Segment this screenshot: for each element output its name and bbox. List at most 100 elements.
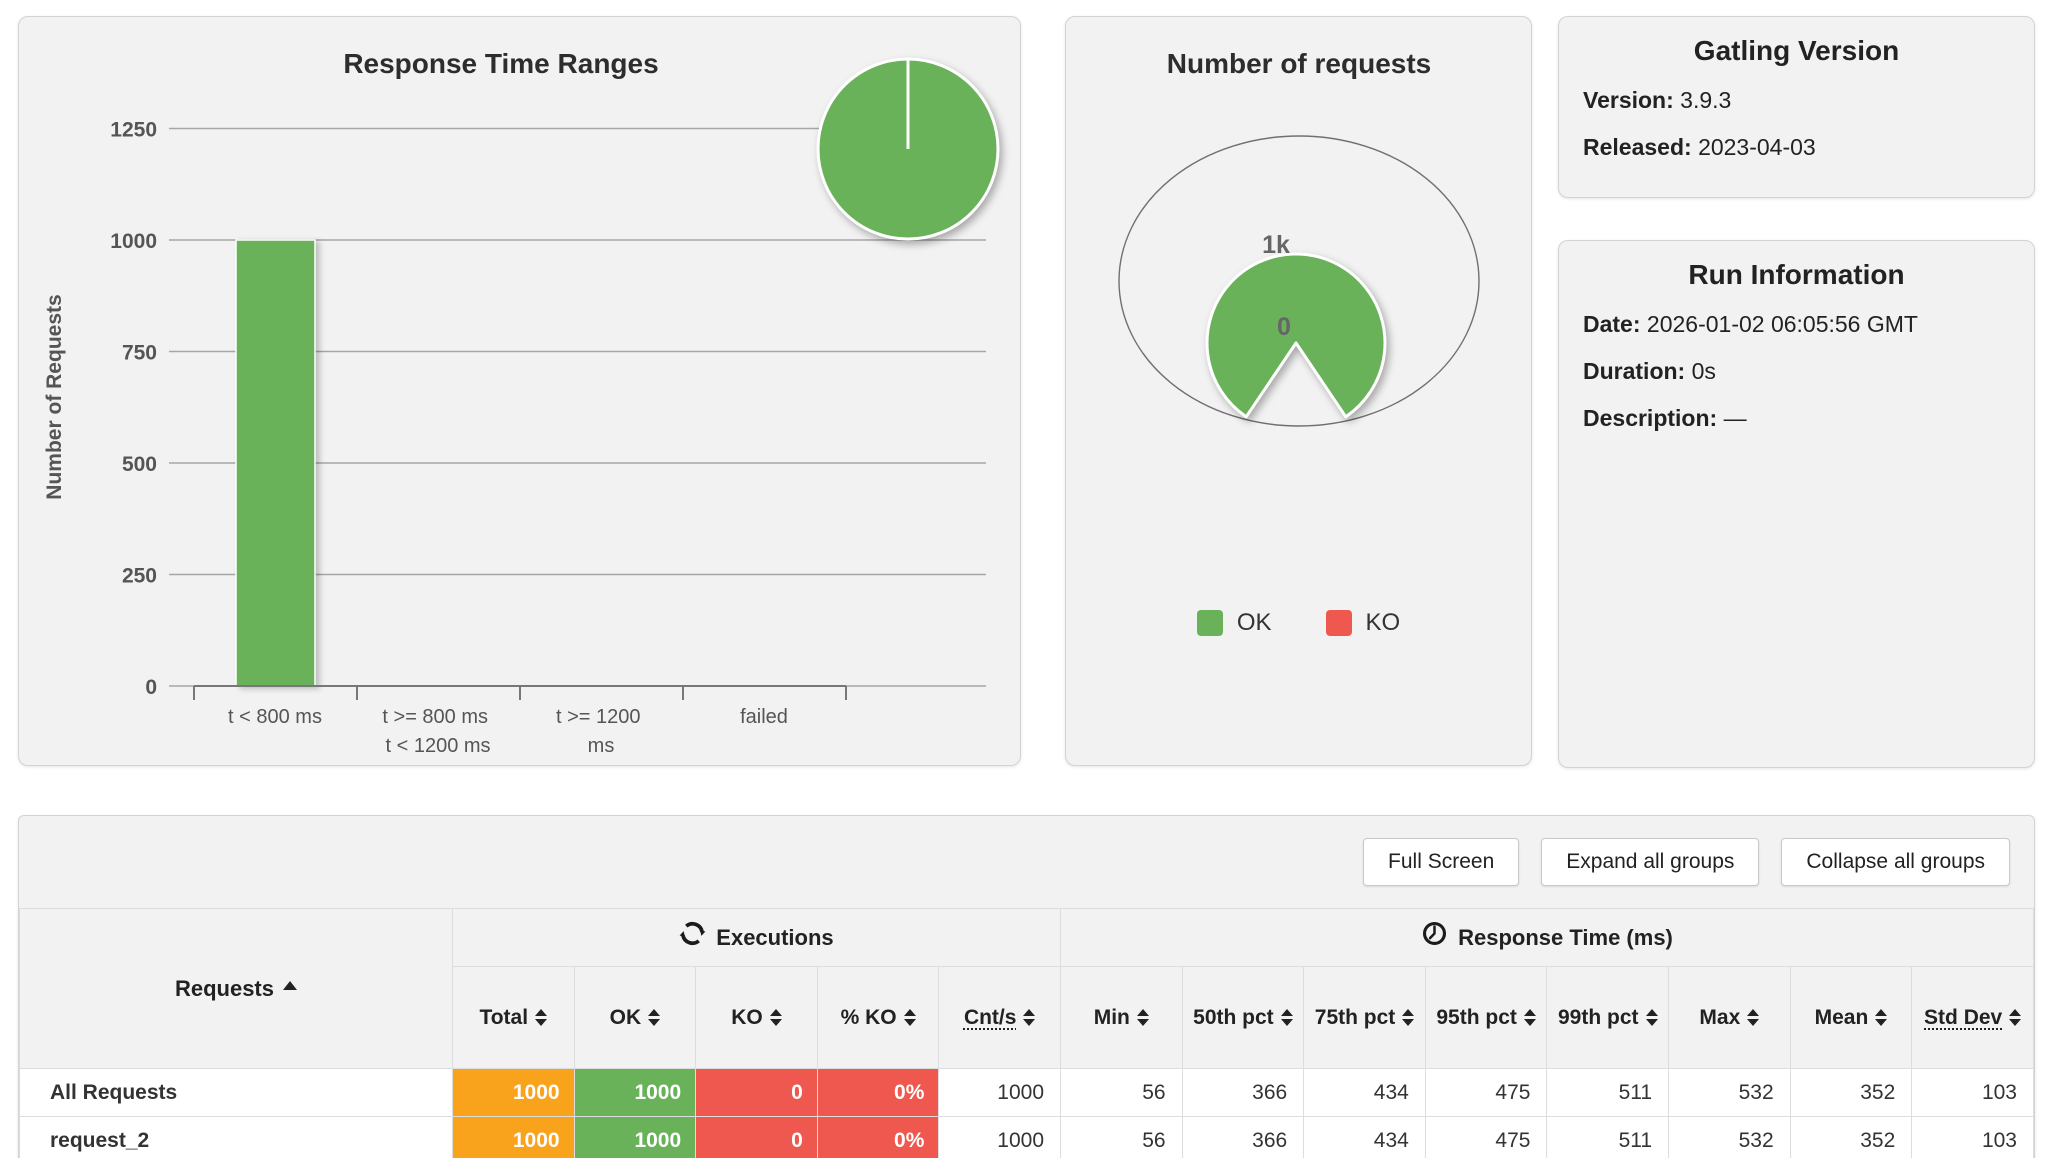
min-cell: 56	[1061, 1117, 1183, 1158]
collapse-all-groups-button[interactable]: Collapse all groups	[1781, 838, 2010, 886]
request-name-cell[interactable]: All Requests	[20, 1069, 453, 1117]
pie-slice-ok	[1207, 254, 1385, 417]
std-dev-cell: 103	[1912, 1069, 2034, 1117]
sort-icon[interactable]	[648, 1009, 660, 1026]
column-header-requests[interactable]: Requests	[20, 909, 453, 1069]
requests-header-label: Requests	[175, 976, 274, 1001]
p50-label: 50th pct	[1193, 1006, 1274, 1029]
duration-line: Duration: 0s	[1583, 358, 2034, 385]
sort-icon[interactable]	[770, 1009, 782, 1026]
mean-cell: 352	[1790, 1117, 1912, 1158]
sort-icon[interactable]	[1281, 1009, 1293, 1026]
max-label: Max	[1699, 1006, 1740, 1029]
full-screen-button[interactable]: Full Screen	[1363, 838, 1519, 886]
svg-text:t >= 800 ms t < 1200: t >= 800 ms t < 1200 ms	[382, 706, 493, 757]
ko-label: KO	[731, 1006, 763, 1029]
version-value: 3.9.3	[1680, 87, 1731, 113]
ok-swatch-icon	[1197, 610, 1223, 636]
pie-label-ko-count: 0	[1277, 313, 1291, 341]
column-header-mean[interactable]: Mean	[1790, 967, 1912, 1069]
min-label: Min	[1094, 1006, 1130, 1029]
stats-toolbar: Full Screen Expand all groups Collapse a…	[19, 816, 2034, 908]
table-row-request-2: request_2 1000 1000 0 0% 1000 56 366 434…	[20, 1117, 2034, 1158]
response-time-ranges-chart: Response Time Ranges 0 250 500 750 1000 …	[19, 17, 1020, 765]
chart-title: Number of requests	[1167, 48, 1432, 79]
column-header-max[interactable]: Max	[1669, 967, 1791, 1069]
duration-label: Duration:	[1583, 358, 1685, 384]
column-header-95th-pct[interactable]: 95th pct	[1425, 967, 1547, 1069]
max-cell: 532	[1669, 1117, 1791, 1158]
clock-icon	[1421, 920, 1448, 953]
x-axis-labels: t < 800 ms t >= 800 ms t < 1200 ms t >= …	[228, 706, 788, 757]
statistics-panel: Full Screen Expand all groups Collapse a…	[18, 815, 2035, 1158]
expand-all-groups-button[interactable]: Expand all groups	[1541, 838, 1759, 886]
statistics-table: Requests Executio	[19, 908, 2034, 1158]
number-of-requests-panel: Number of requests 1k 0 OK KO	[1065, 16, 1532, 766]
ko-cell: 0	[696, 1117, 818, 1158]
column-header-std-dev[interactable]: Std Dev	[1912, 967, 2034, 1069]
panel-title: Gatling Version	[1559, 35, 2034, 67]
pie-label-ok-count: 1k	[1262, 231, 1290, 259]
sort-icon[interactable]	[1524, 1009, 1536, 1026]
legend-item-ok[interactable]: OK	[1197, 609, 1272, 637]
response-time-header-label: Response Time (ms)	[1458, 925, 1673, 950]
p75-label: 75th pct	[1315, 1006, 1396, 1029]
sort-ascending-icon	[283, 981, 297, 990]
xlabel-3-line2: ms	[588, 735, 615, 757]
sort-icon[interactable]	[904, 1009, 916, 1026]
description-label: Description:	[1583, 405, 1717, 431]
std-dev-cell: 103	[1912, 1117, 2034, 1158]
column-header-total[interactable]: Total	[452, 967, 574, 1069]
p95-cell: 475	[1425, 1069, 1547, 1117]
ok-cell: 1000	[574, 1069, 696, 1117]
total-label: Total	[479, 1006, 528, 1029]
date-value: 2026-01-02 06:05:56 GMT	[1647, 311, 1918, 337]
xlabel-2-line2: t < 1200 ms	[385, 735, 490, 757]
p95-cell: 475	[1425, 1117, 1547, 1158]
cnt-s-cell: 1000	[939, 1069, 1061, 1117]
column-header-ko[interactable]: KO	[696, 967, 818, 1069]
xlabel-2-line1: t >= 800 ms	[382, 706, 488, 728]
group-header-response-time: Response Time (ms)	[1061, 909, 2034, 967]
sort-icon[interactable]	[535, 1009, 547, 1026]
total-cell: 1000	[452, 1069, 574, 1117]
p75-cell: 434	[1304, 1069, 1426, 1117]
xlabel-4-line1: failed	[740, 706, 788, 728]
max-cell: 532	[1669, 1069, 1791, 1117]
mean-cell: 352	[1790, 1069, 1912, 1117]
panel-title: Run Information	[1559, 259, 2034, 291]
sort-icon[interactable]	[2009, 1009, 2021, 1026]
column-header-ok[interactable]: OK	[574, 967, 696, 1069]
sort-icon[interactable]	[1137, 1009, 1149, 1026]
ytick-250: 250	[122, 565, 157, 588]
column-header-50th-pct[interactable]: 50th pct	[1182, 967, 1304, 1069]
released-value: 2023-04-03	[1698, 134, 1816, 160]
request-name-cell[interactable]: request_2	[20, 1117, 453, 1158]
column-header-75th-pct[interactable]: 75th pct	[1304, 967, 1426, 1069]
total-cell: 1000	[452, 1117, 574, 1158]
description-line: Description: —	[1583, 405, 2034, 432]
inset-pie	[818, 59, 998, 239]
pct-ko-cell: 0%	[817, 1117, 939, 1158]
sort-icon[interactable]	[1646, 1009, 1658, 1026]
date-label: Date:	[1583, 311, 1641, 337]
executions-cycle-icon	[679, 920, 706, 953]
sort-icon[interactable]	[1875, 1009, 1887, 1026]
svg-text:failed: failed	[740, 706, 788, 728]
sort-icon[interactable]	[1023, 1009, 1035, 1026]
cnt-s-cell: 1000	[939, 1117, 1061, 1158]
ytick-1000: 1000	[110, 230, 157, 253]
column-header-min[interactable]: Min	[1061, 967, 1183, 1069]
sort-icon[interactable]	[1747, 1009, 1759, 1026]
released-label: Released:	[1583, 134, 1692, 160]
ko-cell: 0	[696, 1069, 818, 1117]
chart-title: Response Time Ranges	[343, 48, 658, 79]
column-header-pct-ko[interactable]: % KO	[817, 967, 939, 1069]
xlabel-1-line1: t < 800 ms	[228, 706, 322, 728]
version-label: Version:	[1583, 87, 1674, 113]
legend-item-ko[interactable]: KO	[1326, 609, 1401, 637]
sort-icon[interactable]	[1402, 1009, 1414, 1026]
column-header-99th-pct[interactable]: 99th pct	[1547, 967, 1669, 1069]
column-header-cnt-s[interactable]: Cnt/s	[939, 967, 1061, 1069]
ytick-1250: 1250	[110, 119, 157, 142]
